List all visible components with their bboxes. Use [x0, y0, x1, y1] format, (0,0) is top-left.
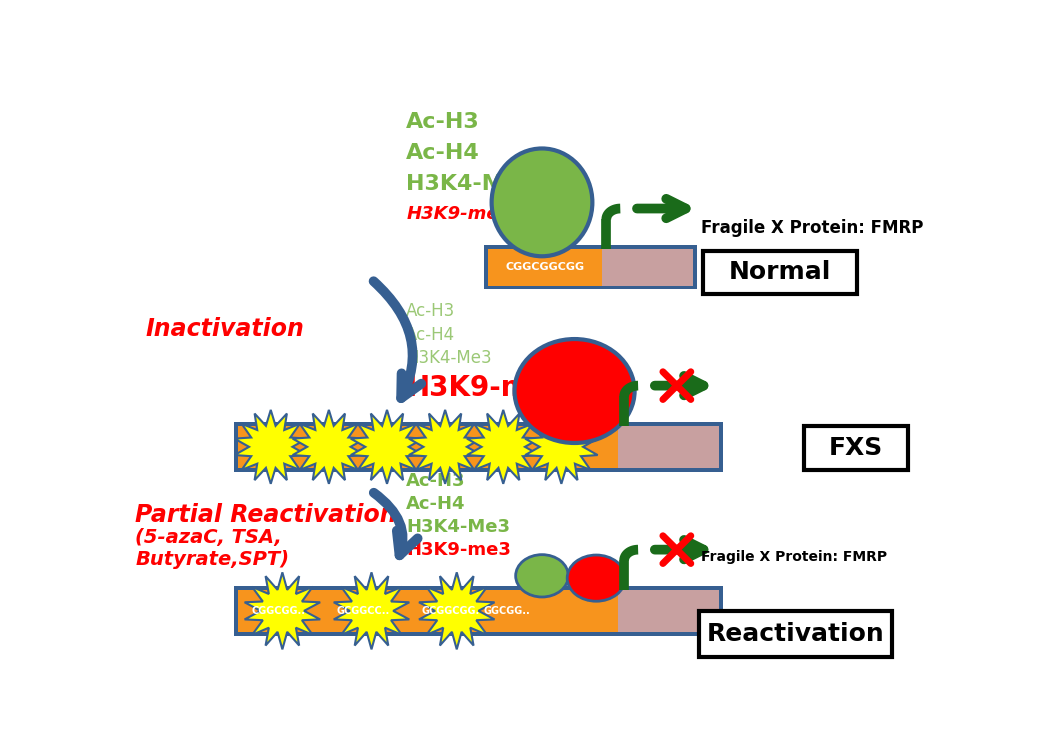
- Text: Fragile X Protein: FMRP: Fragile X Protein: FMRP: [701, 550, 887, 564]
- Bar: [618, 426, 718, 468]
- Polygon shape: [351, 410, 423, 484]
- Text: GCGGCC..: GCGGCC..: [337, 606, 390, 616]
- Ellipse shape: [516, 555, 568, 597]
- Polygon shape: [525, 410, 597, 484]
- Bar: [618, 590, 718, 632]
- Text: Reactivation: Reactivation: [707, 621, 884, 646]
- Text: Ac-H3: Ac-H3: [406, 302, 456, 321]
- Polygon shape: [234, 410, 307, 484]
- Text: (5-azaC, TSA,: (5-azaC, TSA,: [135, 528, 281, 547]
- Polygon shape: [419, 572, 495, 649]
- Text: Inactivation: Inactivation: [145, 318, 304, 342]
- Ellipse shape: [514, 339, 634, 443]
- Polygon shape: [293, 410, 365, 484]
- Text: FXS: FXS: [828, 436, 883, 460]
- FancyBboxPatch shape: [804, 426, 908, 469]
- Text: Normal: Normal: [729, 260, 832, 284]
- Bar: [234, 422, 722, 472]
- Text: H3K4-Me3: H3K4-Me3: [406, 349, 492, 367]
- Bar: [603, 249, 693, 286]
- Polygon shape: [408, 410, 481, 484]
- Bar: [238, 426, 618, 468]
- Text: CGGCGGCGG: CGGCGGCGG: [505, 262, 585, 272]
- Text: H3K9-me3: H3K9-me3: [406, 541, 511, 559]
- Text: H3K9-me3: H3K9-me3: [406, 374, 568, 402]
- Ellipse shape: [491, 148, 592, 256]
- Text: Ac-H3: Ac-H3: [406, 472, 466, 490]
- Text: Ac-H4: Ac-H4: [406, 326, 456, 343]
- Ellipse shape: [567, 555, 626, 601]
- FancyBboxPatch shape: [704, 251, 858, 294]
- Text: Ac-H4: Ac-H4: [406, 495, 466, 513]
- Text: GGCGG..: GGCGG..: [484, 606, 530, 616]
- Text: H3K4-Me3: H3K4-Me3: [406, 174, 534, 194]
- FancyArrowPatch shape: [374, 281, 421, 398]
- Bar: [488, 249, 603, 286]
- Text: Fragile X Protein: FMRP: Fragile X Protein: FMRP: [701, 218, 923, 237]
- Text: GCGGCGG.: GCGGCGG.: [422, 606, 480, 616]
- FancyBboxPatch shape: [699, 612, 892, 657]
- Text: Ac-H3: Ac-H3: [406, 113, 480, 132]
- Polygon shape: [467, 410, 540, 484]
- Text: CGGCGG..: CGGCGG..: [251, 606, 306, 616]
- Text: Butyrate,SPT): Butyrate,SPT): [135, 550, 289, 569]
- Text: H3K9-me3: H3K9-me3: [406, 205, 511, 223]
- Text: Ac-H4: Ac-H4: [406, 143, 480, 163]
- Polygon shape: [334, 572, 410, 649]
- Bar: [484, 245, 697, 290]
- Polygon shape: [245, 572, 320, 649]
- Text: Partial Reactivation: Partial Reactivation: [135, 503, 397, 527]
- Bar: [238, 590, 618, 632]
- FancyArrowPatch shape: [374, 493, 418, 556]
- Bar: [234, 586, 722, 636]
- Text: H3K4-Me3: H3K4-Me3: [406, 518, 510, 536]
